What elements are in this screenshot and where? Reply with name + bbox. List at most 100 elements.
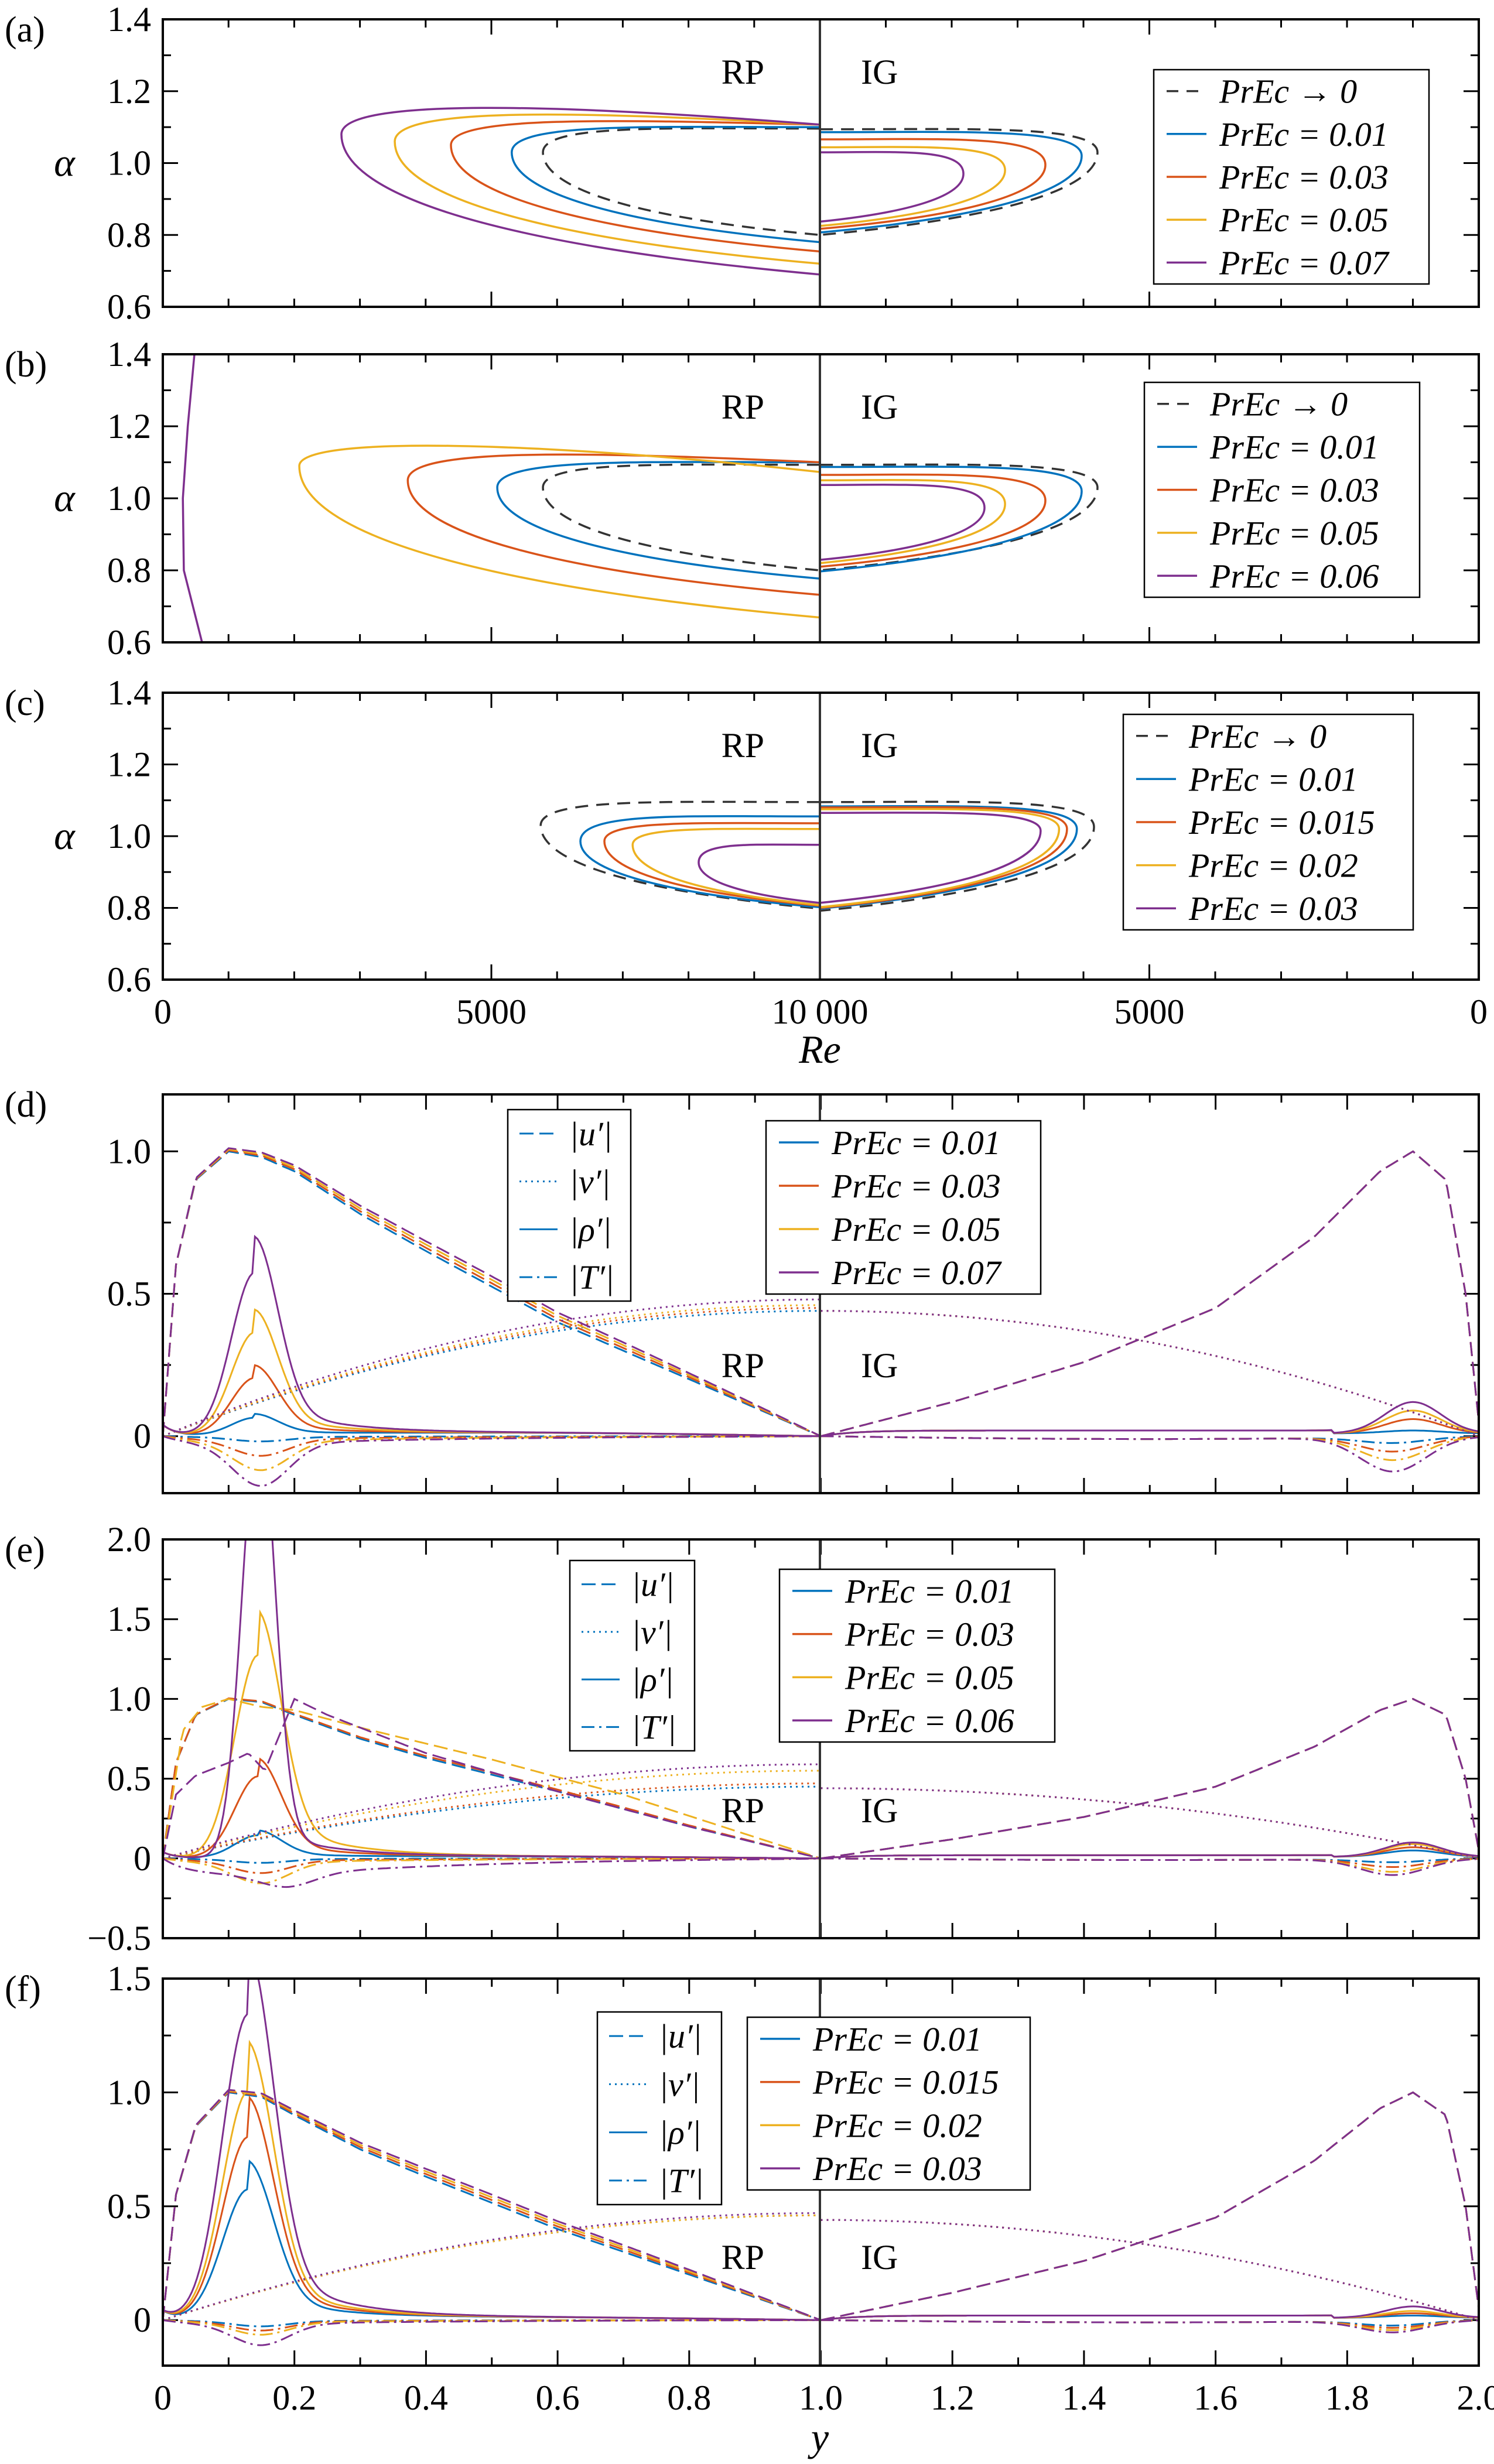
region-label-rp: RP	[722, 1346, 764, 1385]
v-profile-rp	[163, 1770, 821, 1860]
y-tick-label: 1.0	[107, 817, 151, 855]
neutral-curve-rp	[542, 463, 820, 571]
rho-profile-ig	[820, 2305, 1479, 2321]
legend-entry: PrEc = 0.06	[845, 1702, 1014, 1740]
neutral-curve-ig	[819, 806, 1068, 909]
legend-entry: |u′|	[631, 1566, 675, 1604]
neutral-curve-ig	[819, 146, 1006, 227]
rho-profile-rp	[163, 1979, 821, 2321]
plot-area	[163, 1147, 1479, 1487]
panel-label: (f)	[5, 1969, 41, 2009]
y-tick-label: 1.0	[107, 2073, 151, 2111]
neutral-curve-ig	[819, 473, 1047, 568]
T-profile-rp	[163, 1435, 821, 1487]
v-profile-ig	[820, 1787, 1479, 1860]
u-profile-ig	[820, 1150, 1479, 1438]
region-label-rp: RP	[722, 53, 764, 91]
x-tick-label: 1.0	[799, 2379, 843, 2417]
v-profile-ig	[820, 2219, 1479, 2321]
legend-entry: |v′|	[569, 1163, 610, 1201]
neutral-curve-rp	[340, 107, 820, 276]
neutral-curve-rp	[406, 453, 820, 596]
neutral-curve-ig	[819, 812, 1042, 904]
neutral-curve-ig	[819, 478, 1006, 564]
legend-entry: |v′|	[659, 2065, 700, 2103]
neutral-curve-rp	[450, 120, 820, 253]
axes-frame	[162, 1538, 1480, 1939]
region-label-ig: IG	[861, 1346, 898, 1385]
neutral-curve-ig	[819, 807, 1061, 909]
y-tick-label: 1.4	[107, 673, 151, 712]
plot-area	[539, 800, 1095, 912]
axes-frame	[162, 1093, 1480, 1494]
u-profile-rp	[163, 2090, 822, 2321]
x-tick-label: 0.4	[404, 2379, 448, 2417]
v-profile-ig	[820, 2219, 1479, 2321]
u-profile-rp	[163, 2089, 822, 2321]
legend-entry: |ρ′|	[569, 1210, 611, 1248]
y-tick-label: 0.8	[107, 889, 151, 928]
axes-frame	[162, 353, 1480, 644]
panel-c: (c) 0.6 0.8 1.0 1.2 1.4 α 0 5000 10 000 5000 0 RP IG P…	[5, 673, 1488, 1031]
neutral-curve-rp	[539, 800, 820, 910]
v-profile-rp	[163, 1782, 821, 1860]
u-profile-rp	[163, 2089, 822, 2321]
region-label-rp: RP	[722, 2238, 764, 2277]
legend-entry: PrEc = 0.015	[1188, 803, 1375, 841]
legend-box	[569, 1559, 696, 1752]
neutral-curve-rp	[182, 354, 203, 642]
panel-label: (a)	[5, 10, 45, 50]
legend-entry: PrEc = 0.01	[1209, 428, 1379, 466]
neutral-curve-rp	[603, 822, 820, 907]
u-profile-ig	[820, 2091, 1479, 2321]
panel-label: (e)	[5, 1530, 45, 1570]
region-label-rp: RP	[722, 726, 764, 765]
T-profile-rp	[163, 1857, 821, 1874]
panel-label: (b)	[5, 345, 47, 385]
y-tick-label: 1.4	[107, 335, 151, 374]
variable-legend: |u′| |v′| |ρ′| |T′|	[507, 1108, 632, 1302]
region-label-rp: RP	[722, 388, 764, 426]
y-tick-label: 0.8	[107, 551, 151, 590]
neutral-curve-rp	[298, 444, 820, 619]
x-tick-label: 1.2	[931, 2379, 975, 2417]
plot-area	[340, 107, 1099, 276]
v-profile-ig	[820, 1310, 1479, 1438]
v-profile-ig	[820, 1787, 1479, 1860]
panel-a: (a) 0.6 0.8 1.0 1.2 1.4 α RP IG PrEc → 0 PrEc = 0.…	[5, 0, 1480, 326]
y-tick-label: 0.6	[107, 960, 151, 999]
x-tick-label: 5000	[456, 993, 527, 1031]
plot-area	[163, 1539, 1479, 1888]
series-legend: PrEc → 0 PrEc = 0.01 PrEc = 0.03 PrEc = 0.0…	[1143, 381, 1421, 598]
legend-entry: PrEc = 0.07	[1219, 244, 1390, 282]
y-tick-label: 1.0	[107, 1679, 151, 1718]
rho-profile-rp	[163, 1539, 821, 1860]
x-tick-label: 1.6	[1194, 2379, 1237, 2417]
y-tick-label: 0.8	[107, 215, 151, 254]
y-tick-label: 0.5	[107, 1275, 151, 1313]
neutral-curve-ig	[819, 150, 965, 223]
axes-frame	[162, 18, 1480, 308]
y-tick-label: −0.5	[87, 1919, 151, 1957]
region-label-ig: IG	[861, 2238, 898, 2277]
panel-e: (e) −0.5 0 0.5 1.0 1.5 2.0 |u′| |v′| |ρ′| |T′| RP IG…	[5, 1520, 1480, 1957]
x-tick-label: 10 000	[772, 993, 869, 1031]
y-tick-label: 1.2	[107, 745, 151, 784]
u-profile-ig	[820, 1698, 1479, 1860]
x-tick-label: 2.0	[1457, 2379, 1494, 2417]
legend-entry: |u′|	[569, 1115, 613, 1153]
legend-entry: PrEc = 0.05	[845, 1658, 1014, 1696]
x-tick-label: 0.8	[667, 2379, 711, 2417]
panel-b: (b) 0.6 0.8 1.0 1.2 1.4 α RP IG PrEc → 0 PrEc = 0.…	[5, 335, 1480, 662]
x-tick-label: 0	[154, 2379, 172, 2417]
legend-entry: PrEc = 0.015	[812, 2063, 999, 2102]
neutral-curve-rp	[394, 113, 820, 265]
x-tick-label: 1.8	[1325, 2379, 1369, 2417]
plot-area	[163, 1979, 1479, 2346]
y-axis-label: y	[808, 2415, 829, 2459]
legend-entry: PrEc = 0.02	[812, 2106, 982, 2144]
legend-entry: PrEc = 0.01	[1188, 760, 1358, 798]
v-profile-ig	[820, 1787, 1479, 1860]
panel-f: (f) 0 0.5 1.0 1.5 0 0.2 0.4 0.6 0.8 1.0 1.2 1.4 1.6 1.…	[5, 1959, 1494, 2417]
